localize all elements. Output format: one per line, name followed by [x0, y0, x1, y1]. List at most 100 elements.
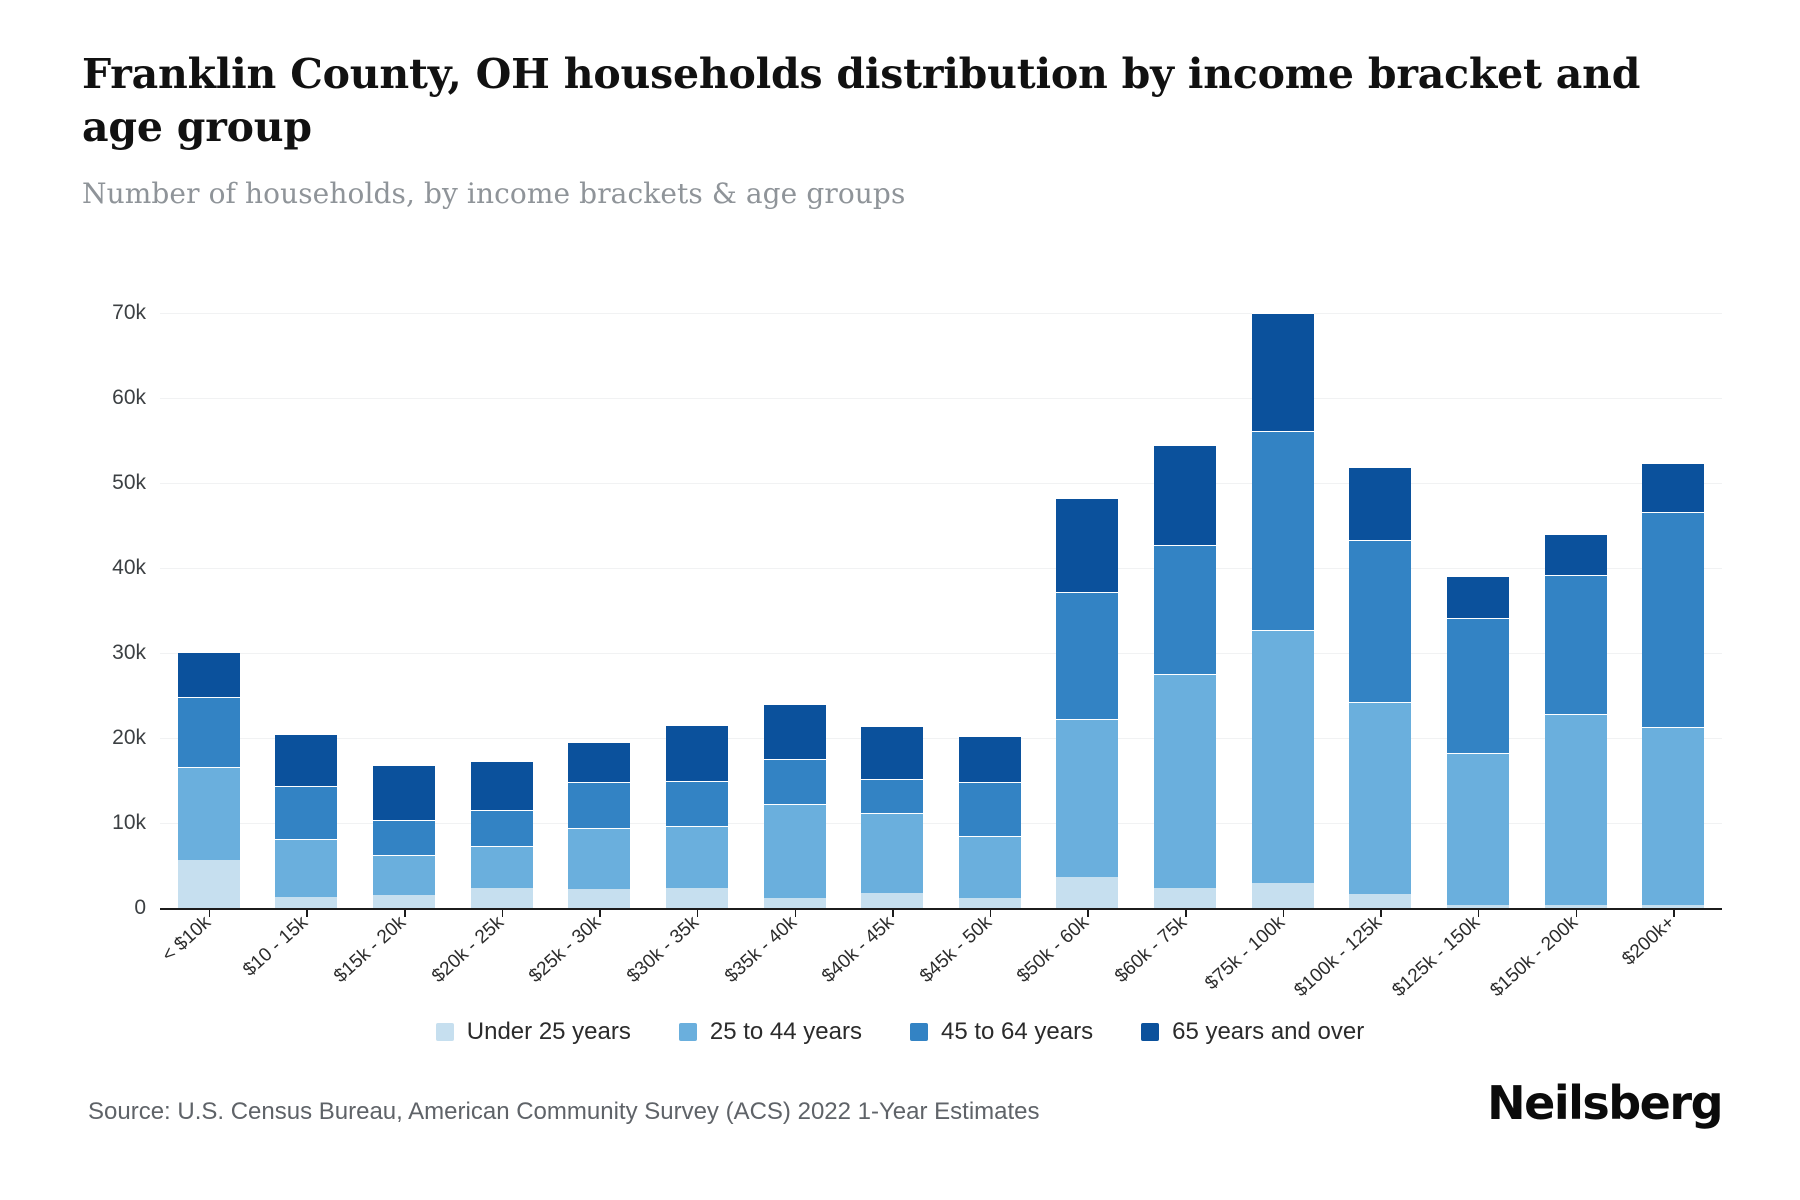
bar-segment[interactable] [1056, 877, 1119, 908]
legend-item[interactable]: 65 years and over [1141, 1018, 1364, 1046]
bar-segment[interactable] [861, 892, 924, 908]
bar-stack[interactable] [1056, 497, 1119, 908]
bar-segment[interactable] [470, 888, 533, 908]
bar-column[interactable] [1332, 288, 1430, 908]
bar-segment[interactable] [665, 781, 728, 826]
bar-column[interactable] [1527, 288, 1625, 908]
bar-segment[interactable] [763, 897, 826, 908]
bar-segment[interactable] [373, 895, 436, 908]
bar-segment[interactable] [763, 704, 826, 759]
bar-segment[interactable] [1544, 575, 1607, 714]
bar-segment[interactable] [1056, 592, 1119, 720]
legend-item[interactable]: 45 to 64 years [909, 1018, 1093, 1046]
bar-segment[interactable] [275, 733, 338, 786]
bar-segment[interactable] [1544, 904, 1607, 908]
bar-segment[interactable] [275, 839, 338, 897]
bar-segment[interactable] [665, 724, 728, 782]
bar-segment[interactable] [1154, 888, 1217, 908]
bar-stack[interactable] [275, 733, 338, 908]
bar-stack[interactable] [861, 726, 924, 908]
bar-column[interactable] [258, 288, 356, 908]
bar-column[interactable] [1234, 288, 1332, 908]
bar-segment[interactable] [1349, 540, 1412, 703]
bar-column[interactable] [453, 288, 551, 908]
bar-segment[interactable] [568, 782, 631, 829]
bar-segment[interactable] [1251, 312, 1314, 431]
legend-item[interactable]: 25 to 44 years [678, 1018, 862, 1046]
bar-segment[interactable] [1446, 904, 1509, 908]
legend-item[interactable]: Under 25 years [435, 1018, 631, 1046]
bar-column[interactable] [355, 288, 453, 908]
bar-segment[interactable] [958, 835, 1021, 898]
bar-segment[interactable] [958, 897, 1021, 908]
bar-segment[interactable] [373, 765, 436, 820]
bar-column[interactable] [1136, 288, 1234, 908]
bar-segment[interactable] [1056, 719, 1119, 878]
bar-stack[interactable] [470, 761, 533, 908]
bar-segment[interactable] [1251, 630, 1314, 884]
bar-segment[interactable] [1544, 534, 1607, 576]
bar-stack[interactable] [177, 651, 240, 908]
bar-column[interactable] [160, 288, 258, 908]
bar-segment[interactable] [861, 812, 924, 893]
bar-segment[interactable] [1349, 702, 1412, 894]
bar-segment[interactable] [763, 758, 826, 804]
bar-segment[interactable] [1642, 512, 1705, 728]
bar-column[interactable] [843, 288, 941, 908]
bar-segment[interactable] [568, 889, 631, 908]
bar-segment[interactable] [1642, 462, 1705, 513]
bar-segment[interactable] [1251, 883, 1314, 908]
bar-stack[interactable] [763, 704, 826, 908]
bar-segment[interactable] [1446, 575, 1509, 618]
bar-segment[interactable] [1349, 893, 1412, 908]
bar-segment[interactable] [1251, 430, 1314, 631]
bar-segment[interactable] [1446, 617, 1509, 753]
bar-stack[interactable] [373, 765, 436, 908]
bar-segment[interactable] [177, 860, 240, 908]
bar-segment[interactable] [958, 736, 1021, 783]
bar-segment[interactable] [1154, 545, 1217, 675]
bar-segment[interactable] [1056, 497, 1119, 593]
bar-stack[interactable] [1154, 445, 1217, 908]
bar-stack[interactable] [1251, 312, 1314, 908]
bar-segment[interactable] [861, 778, 924, 813]
bar-stack[interactable] [1446, 575, 1509, 908]
bar-segment[interactable] [665, 888, 728, 908]
bar-stack[interactable] [958, 736, 1021, 908]
bar-segment[interactable] [470, 846, 533, 889]
bar-segment[interactable] [1154, 445, 1217, 546]
bar-column[interactable] [1039, 288, 1137, 908]
bar-column[interactable] [648, 288, 746, 908]
bar-segment[interactable] [1446, 752, 1509, 905]
bar-column[interactable] [1624, 288, 1722, 908]
bar-segment[interactable] [1349, 467, 1412, 541]
bar-segment[interactable] [568, 828, 631, 890]
bar-stack[interactable] [1349, 467, 1412, 908]
bar-column[interactable] [1429, 288, 1527, 908]
bar-segment[interactable] [177, 651, 240, 698]
bar-segment[interactable] [373, 855, 436, 896]
bar-stack[interactable] [1544, 534, 1607, 908]
bar-segment[interactable] [1642, 905, 1705, 908]
bar-segment[interactable] [275, 896, 338, 908]
bar-segment[interactable] [1154, 674, 1217, 889]
bar-stack[interactable] [568, 741, 631, 908]
bar-segment[interactable] [275, 785, 338, 840]
bar-segment[interactable] [177, 697, 240, 768]
bar-segment[interactable] [763, 803, 826, 898]
bar-column[interactable] [941, 288, 1039, 908]
bar-segment[interactable] [568, 741, 631, 783]
bar-segment[interactable] [470, 809, 533, 847]
bar-segment[interactable] [470, 761, 533, 810]
bar-segment[interactable] [1642, 727, 1705, 906]
bar-column[interactable] [551, 288, 649, 908]
bar-segment[interactable] [665, 825, 728, 889]
bar-segment[interactable] [958, 782, 1021, 836]
bar-segment[interactable] [1544, 713, 1607, 905]
bar-stack[interactable] [665, 724, 728, 908]
bar-segment[interactable] [177, 767, 240, 861]
bar-column[interactable] [746, 288, 844, 908]
bar-stack[interactable] [1642, 462, 1705, 908]
bar-segment[interactable] [373, 819, 436, 856]
bar-segment[interactable] [861, 726, 924, 779]
